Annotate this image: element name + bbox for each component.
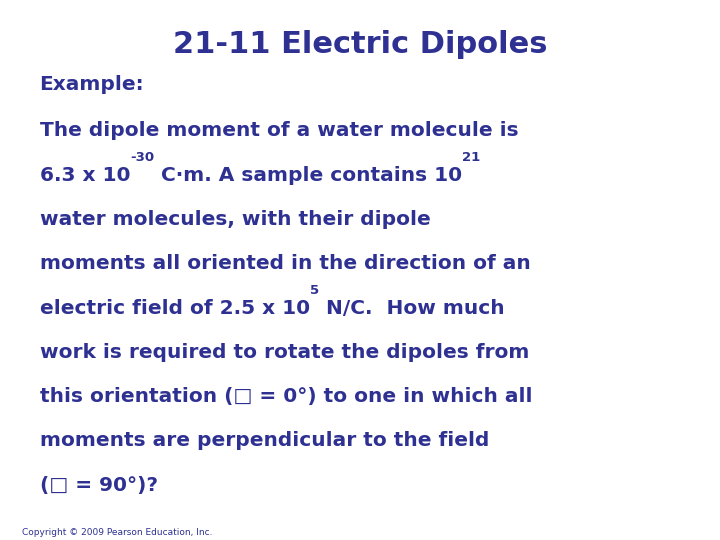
Text: 6.3 x 10: 6.3 x 10 <box>40 166 130 185</box>
Text: this orientation (□ = 0°) to one in which all: this orientation (□ = 0°) to one in whic… <box>40 387 532 406</box>
Text: work is required to rotate the dipoles from: work is required to rotate the dipoles f… <box>40 343 529 362</box>
Text: The dipole moment of a water molecule is: The dipole moment of a water molecule is <box>40 122 518 140</box>
Text: C·m. A sample contains 10: C·m. A sample contains 10 <box>154 166 462 185</box>
Text: 21-11 Electric Dipoles: 21-11 Electric Dipoles <box>173 30 547 59</box>
Text: moments are perpendicular to the field: moments are perpendicular to the field <box>40 431 489 450</box>
Text: Copyright © 2009 Pearson Education, Inc.: Copyright © 2009 Pearson Education, Inc. <box>22 528 212 537</box>
Text: moments all oriented in the direction of an: moments all oriented in the direction of… <box>40 254 531 273</box>
Text: 5: 5 <box>310 284 319 296</box>
Text: Example:: Example: <box>40 75 144 93</box>
Text: -30: -30 <box>130 151 154 164</box>
Text: N/C.  How much: N/C. How much <box>319 299 505 318</box>
Text: (□ = 90°)?: (□ = 90°)? <box>40 476 158 495</box>
Text: water molecules, with their dipole: water molecules, with their dipole <box>40 210 431 229</box>
Text: electric field of 2.5 x 10: electric field of 2.5 x 10 <box>40 299 310 318</box>
Text: 21: 21 <box>462 151 481 164</box>
